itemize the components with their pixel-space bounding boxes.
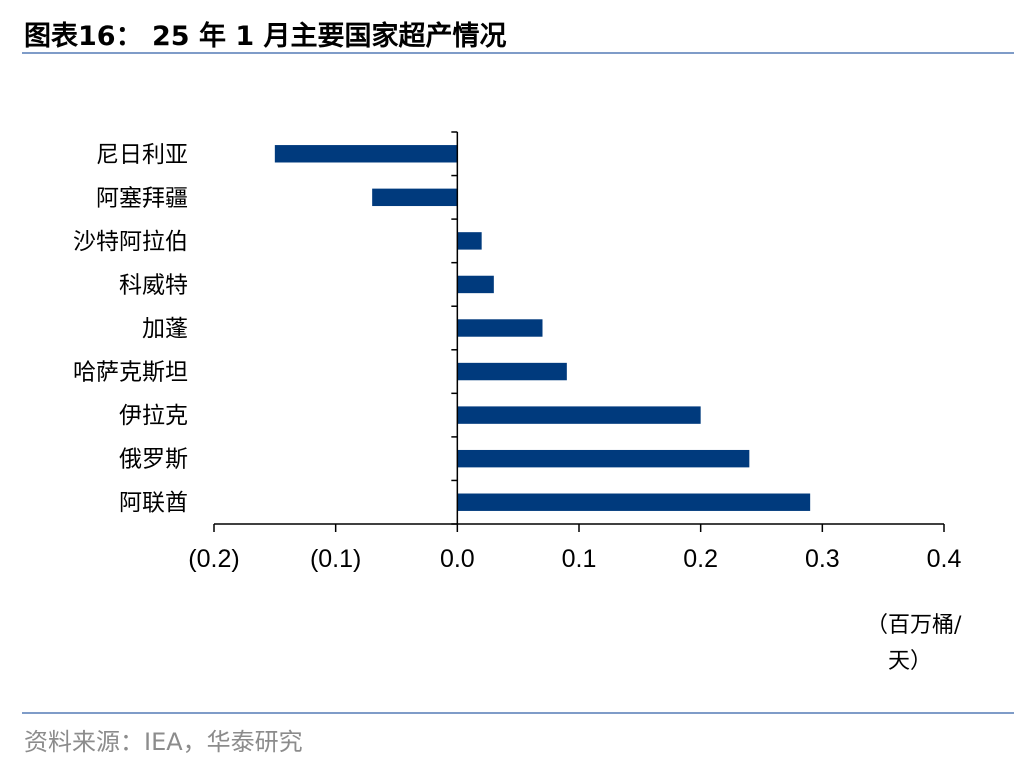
category-label-7: 伊拉克 [119, 403, 188, 429]
category-label-9: 阿联酋 [119, 490, 188, 516]
bar-5 [457, 319, 543, 337]
category-label-4: 科威特 [119, 272, 188, 298]
unit-label-line-1: （百万桶/ [866, 613, 962, 638]
bar-1 [274, 145, 458, 163]
unit-label-line-2: 天） [888, 649, 932, 674]
chart-title: 图表16： 25 年 1 月主要国家超产情况 [24, 21, 507, 52]
bar-8 [457, 449, 750, 468]
bar-9 [457, 493, 811, 511]
category-label-2: 阿塞拜疆 [96, 185, 188, 211]
bar-6 [457, 362, 567, 381]
axes-layer [213, 131, 945, 532]
category-label-5: 加蓬 [142, 316, 188, 342]
bar-4 [457, 275, 494, 294]
title-divider [22, 52, 1014, 54]
tick-label-0: (0.2) [188, 545, 239, 573]
tick-label-1: (0.1) [310, 545, 361, 573]
bars-layer [274, 145, 811, 511]
tick-label-6: 0.4 [927, 545, 962, 573]
tick-label-3: 0.1 [562, 545, 597, 573]
tick-label-2: 0.0 [440, 545, 475, 573]
category-label-1: 尼日利亚 [96, 142, 188, 168]
tick-label-4: 0.2 [683, 545, 718, 573]
category-label-8: 俄罗斯 [119, 447, 188, 473]
tick-label-5: 0.3 [805, 545, 840, 573]
footer-divider [22, 712, 1014, 714]
bar-3 [457, 232, 482, 250]
bar-2 [372, 188, 458, 207]
category-label-6: 哈萨克斯坦 [73, 360, 188, 386]
source-note: 资料来源：IEA，华泰研究 [24, 728, 303, 756]
category-label-3: 沙特阿拉伯 [73, 229, 188, 255]
bar-7 [457, 406, 701, 424]
